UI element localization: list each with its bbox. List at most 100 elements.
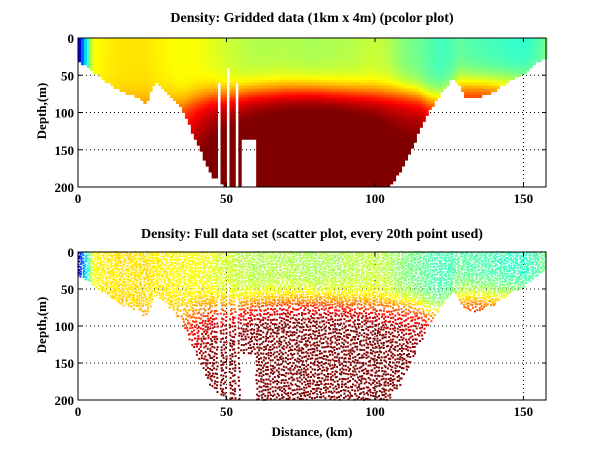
pcolor-cell bbox=[523, 43, 527, 48]
pcolor-cell bbox=[363, 115, 367, 119]
pcolor-cell bbox=[354, 178, 358, 182]
pcolor-cell bbox=[404, 103, 409, 107]
pcolor-cell bbox=[288, 55, 293, 60]
pcolor-cell bbox=[119, 46, 123, 51]
pcolor-cell bbox=[279, 40, 284, 45]
pcolor-cell bbox=[131, 70, 135, 75]
pcolor-cell bbox=[95, 49, 100, 54]
pcolor-cell bbox=[253, 38, 257, 42]
pcolor-cell bbox=[330, 106, 334, 110]
pcolor-cell bbox=[363, 148, 367, 152]
pcolor-cell bbox=[455, 58, 459, 63]
pcolor-cell bbox=[354, 133, 358, 137]
pcolor-cell bbox=[380, 64, 385, 69]
pcolor-cell bbox=[170, 82, 174, 87]
pcolor-cell bbox=[360, 181, 364, 185]
pcolor-cell bbox=[360, 154, 364, 158]
pcolor-cell bbox=[217, 70, 221, 75]
pcolor-cell bbox=[268, 100, 272, 104]
pcolor-cell bbox=[348, 67, 352, 72]
pcolor-cell bbox=[374, 115, 379, 119]
pcolor-cell bbox=[297, 76, 302, 81]
pcolor-cell bbox=[395, 151, 400, 155]
pcolor-cell bbox=[366, 38, 370, 42]
pcolor-cell bbox=[119, 82, 123, 87]
pcolor-cell bbox=[137, 38, 141, 42]
pcolor-cell bbox=[279, 139, 284, 143]
pcolor-cell bbox=[336, 154, 340, 158]
pcolor-cell bbox=[211, 130, 215, 134]
pcolor-cell bbox=[312, 82, 316, 87]
pcolor-cell bbox=[282, 157, 287, 161]
pcolor-cell bbox=[419, 97, 423, 101]
pcolor-cell bbox=[214, 100, 218, 104]
pcolor-cell bbox=[363, 103, 367, 107]
pcolor-cell bbox=[339, 73, 343, 78]
pcolor-cell bbox=[452, 67, 456, 72]
pcolor-cell bbox=[407, 139, 411, 143]
pcolor-cell bbox=[312, 151, 316, 155]
pcolor-cell bbox=[214, 142, 218, 146]
pcolor-cell bbox=[306, 76, 311, 81]
pcolor-cell bbox=[137, 52, 141, 57]
pcolor-cell bbox=[306, 118, 311, 122]
pcolor-cell bbox=[481, 88, 486, 93]
pcolor-cell bbox=[214, 106, 218, 110]
pcolor-cell bbox=[493, 64, 498, 69]
pcolor-cell bbox=[217, 49, 221, 54]
pcolor-cell bbox=[392, 55, 397, 60]
pcolor-cell bbox=[262, 38, 266, 42]
pcolor-cell bbox=[443, 70, 447, 75]
pcolor-cell bbox=[297, 157, 302, 161]
pcolor-cell bbox=[259, 73, 263, 78]
pcolor-cell bbox=[190, 67, 195, 72]
pcolor-cell bbox=[265, 85, 269, 90]
pcolor-cell bbox=[253, 103, 257, 107]
pcolor-cell bbox=[371, 118, 376, 122]
pcolor-cell bbox=[413, 58, 417, 63]
pcolor-cell bbox=[291, 64, 296, 69]
pcolor-cell bbox=[262, 91, 266, 96]
pcolor-cell bbox=[282, 43, 287, 48]
pcolor-cell bbox=[291, 91, 296, 96]
pcolor-cell bbox=[348, 103, 352, 107]
pcolor-cell bbox=[354, 172, 358, 176]
pcolor-cell bbox=[449, 40, 453, 45]
pcolor-cell bbox=[398, 70, 403, 75]
pcolor-cell bbox=[199, 124, 204, 128]
pcolor-cell bbox=[312, 172, 316, 176]
pcolor-cell bbox=[321, 76, 325, 81]
pcolor-cell bbox=[143, 43, 147, 48]
pcolor-cell bbox=[404, 157, 409, 161]
pcolor-cell bbox=[128, 64, 132, 69]
pcolor-cell bbox=[532, 61, 536, 66]
pcolor-cell bbox=[149, 73, 153, 78]
scatter-point bbox=[84, 275, 87, 278]
pcolor-cell bbox=[181, 109, 186, 113]
pcolor-cell bbox=[199, 88, 204, 93]
pcolor-cell bbox=[425, 97, 429, 101]
pcolor-cell bbox=[273, 148, 278, 152]
pcolor-cell bbox=[220, 121, 224, 125]
pcolor-cell bbox=[95, 43, 100, 48]
pcolor-cell bbox=[208, 55, 213, 60]
pcolor-cell bbox=[247, 40, 251, 45]
pcolor-cell bbox=[220, 40, 224, 45]
pcolor-cell bbox=[440, 40, 444, 45]
pcolor-cell bbox=[202, 82, 207, 87]
pcolor-cell bbox=[297, 100, 302, 104]
pcolor-cell bbox=[297, 154, 302, 158]
pcolor-cell bbox=[282, 49, 287, 54]
pcolor-cell bbox=[271, 160, 275, 164]
pcolor-cell bbox=[315, 64, 319, 69]
pcolor-cell bbox=[321, 52, 325, 57]
pcolor-cell bbox=[526, 38, 530, 42]
pcolor-cell bbox=[422, 43, 426, 48]
pcolor-cell bbox=[223, 88, 227, 93]
pcolor-cell bbox=[193, 91, 198, 96]
pcolor-cell bbox=[360, 64, 364, 69]
pcolor-cell bbox=[155, 64, 159, 69]
scatter-point bbox=[89, 271, 92, 274]
pcolor-cell bbox=[366, 151, 370, 155]
pcolor-cell bbox=[214, 118, 218, 122]
